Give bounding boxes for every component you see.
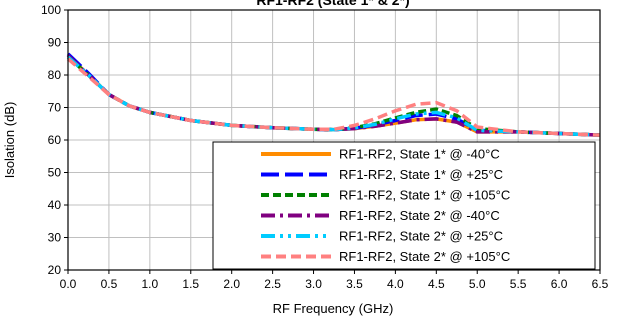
x-axis-label: RF Frequency (GHz): [273, 301, 394, 316]
x-tick-label: 4.0: [387, 277, 404, 291]
x-tick-label: 5.0: [469, 277, 486, 291]
x-tick-label: 2.0: [223, 277, 240, 291]
x-tick-label: 1.0: [142, 277, 159, 291]
legend-label: RF1-RF2, State 1* @ +105°C: [339, 188, 510, 203]
x-tick-label: 6.5: [592, 277, 609, 291]
legend-label: RF1-RF2, State 2* @ +25°C: [339, 229, 503, 244]
x-tick-label: 0.5: [101, 277, 118, 291]
y-tick-label: 100: [41, 3, 61, 17]
x-tick-label: 0.0: [60, 277, 77, 291]
y-tick-label: 50: [48, 166, 62, 180]
axes: [64, 9, 601, 274]
y-tick-label: 20: [48, 263, 62, 277]
x-tick-label: 5.5: [510, 277, 527, 291]
x-tick-label: 3.5: [346, 277, 363, 291]
series-line-6: [66, 57, 601, 137]
x-tick-label: 1.5: [182, 277, 199, 291]
y-tick-label: 80: [48, 68, 62, 82]
y-tick-label: 90: [48, 36, 62, 50]
y-tick-label: 30: [48, 231, 62, 245]
x-tick-label: 3.0: [305, 277, 322, 291]
legend-box: [212, 141, 596, 270]
legend-label: RF1-RF2, State 1* @ -40°C: [339, 147, 500, 162]
tick-labels: 0.0 0.5 1.0 1.5 2.0 2.5 3.0 3.5 4.0 4.5 5.0 5.5 6.0 6…: [41, 3, 609, 291]
chart-title: RF1-RF2 (State 1* & 2*): [256, 0, 409, 8]
legend: RF1-RF2, State 1* @ -40°C RF1-RF2, State …: [212, 141, 596, 270]
legend-label: RF1-RF2, State 1* @ +25°C: [339, 167, 503, 182]
legend-label: RF1-RF2, State 2* @ -40°C: [339, 208, 500, 223]
x-tick-label: 6.0: [551, 277, 568, 291]
y-tick-label: 70: [48, 101, 62, 115]
y-axis-label: Isolation (dB): [2, 102, 17, 179]
series-lines: [66, 52, 601, 137]
x-tick-label: 2.5: [264, 277, 281, 291]
x-tick-label: 4.5: [428, 277, 445, 291]
legend-label: RF1-RF2, State 2* @ +105°C: [339, 249, 510, 264]
y-tick-label: 40: [48, 198, 62, 212]
y-tick-label: 60: [48, 133, 62, 147]
